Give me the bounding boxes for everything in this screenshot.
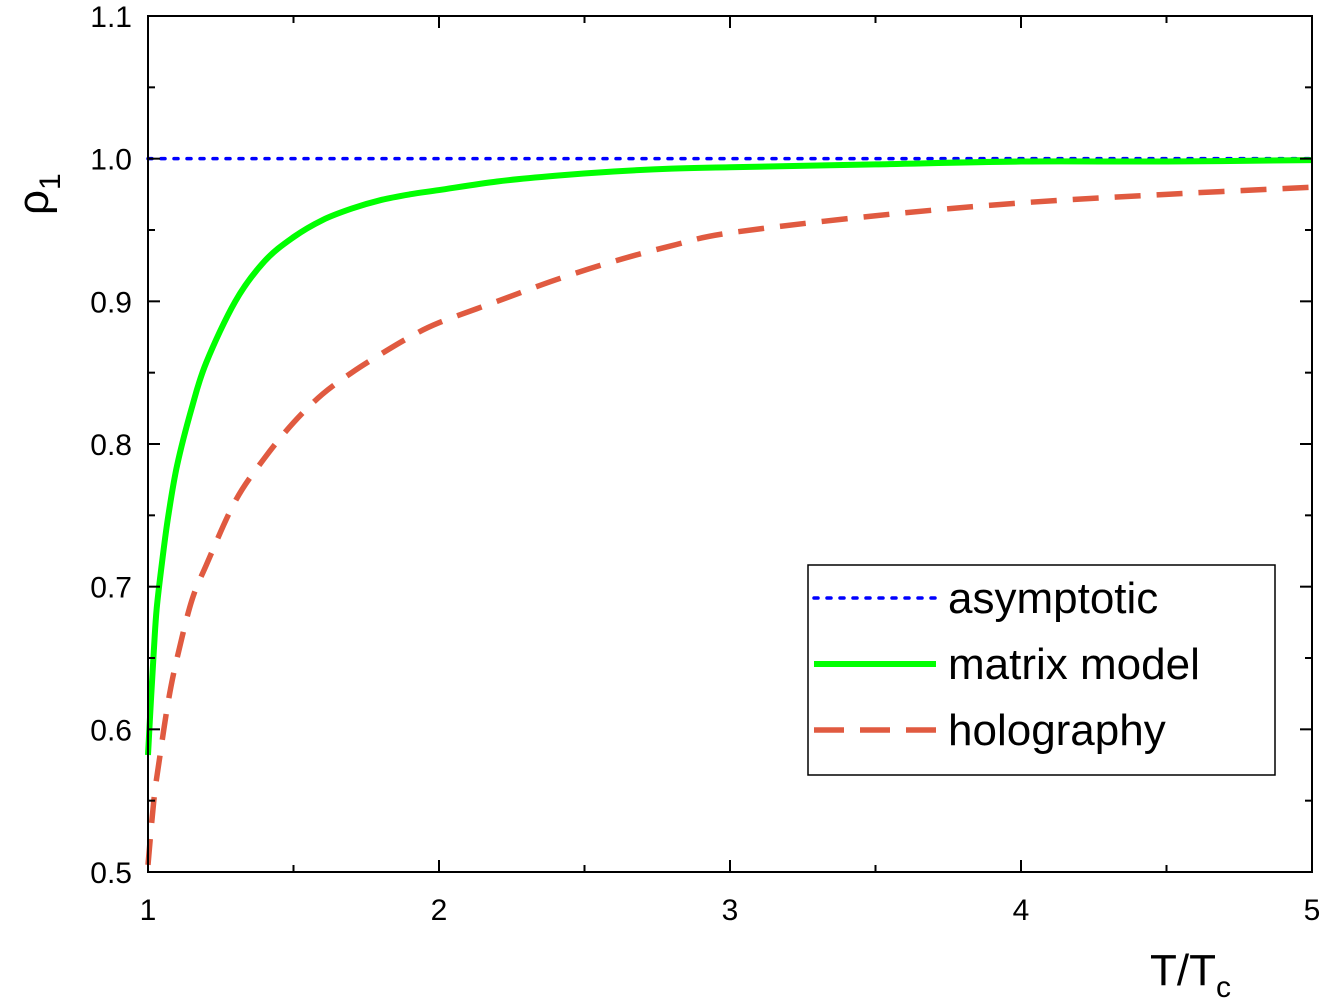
y-tick-label: 1.1 <box>90 1 132 34</box>
legend-box <box>807 564 1276 776</box>
x-tick-label: 4 <box>1013 894 1030 927</box>
legend-label-asymptotic: asymptotic <box>948 574 1158 623</box>
y-tick-label: 0.6 <box>90 714 132 747</box>
y-axis-title-main: ρ <box>9 190 58 215</box>
y-tick-label: 0.8 <box>90 429 132 462</box>
x-tick-label: 1 <box>140 894 157 927</box>
y-tick-label: 0.7 <box>90 572 132 605</box>
series-line-holography <box>145 184 1313 866</box>
y-axis-title-sub: 1 <box>34 173 67 190</box>
series-layer <box>145 156 1314 866</box>
y-tick-label: 0.9 <box>90 286 132 319</box>
tick-labels-layer: 1 2 3 4 5 0.5 0.6 0.7 0.8 0.9 1.0 1.1 <box>90 1 1320 927</box>
x-axis-title: T/Tc <box>1150 946 1231 1000</box>
x-tick-label: 5 <box>1304 894 1321 927</box>
y-axis-title: ρ1 <box>9 173 67 215</box>
y-tick-label: 1.0 <box>90 144 132 177</box>
x-tick-label: 3 <box>722 894 739 927</box>
ticks-layer <box>147 15 1313 873</box>
x-tick-label: 2 <box>431 894 448 927</box>
x-axis-title-sub: c <box>1216 971 1231 1000</box>
x-axis-title-main: T/T <box>1150 946 1216 995</box>
legend-label-holography: holography <box>948 706 1166 755</box>
series-line-matrix-model <box>145 157 1313 756</box>
y-tick-label: 0.5 <box>90 857 132 890</box>
legend: asymptotic matrix model holography <box>807 564 1276 776</box>
legend-label-matrix-model: matrix model <box>948 640 1200 689</box>
